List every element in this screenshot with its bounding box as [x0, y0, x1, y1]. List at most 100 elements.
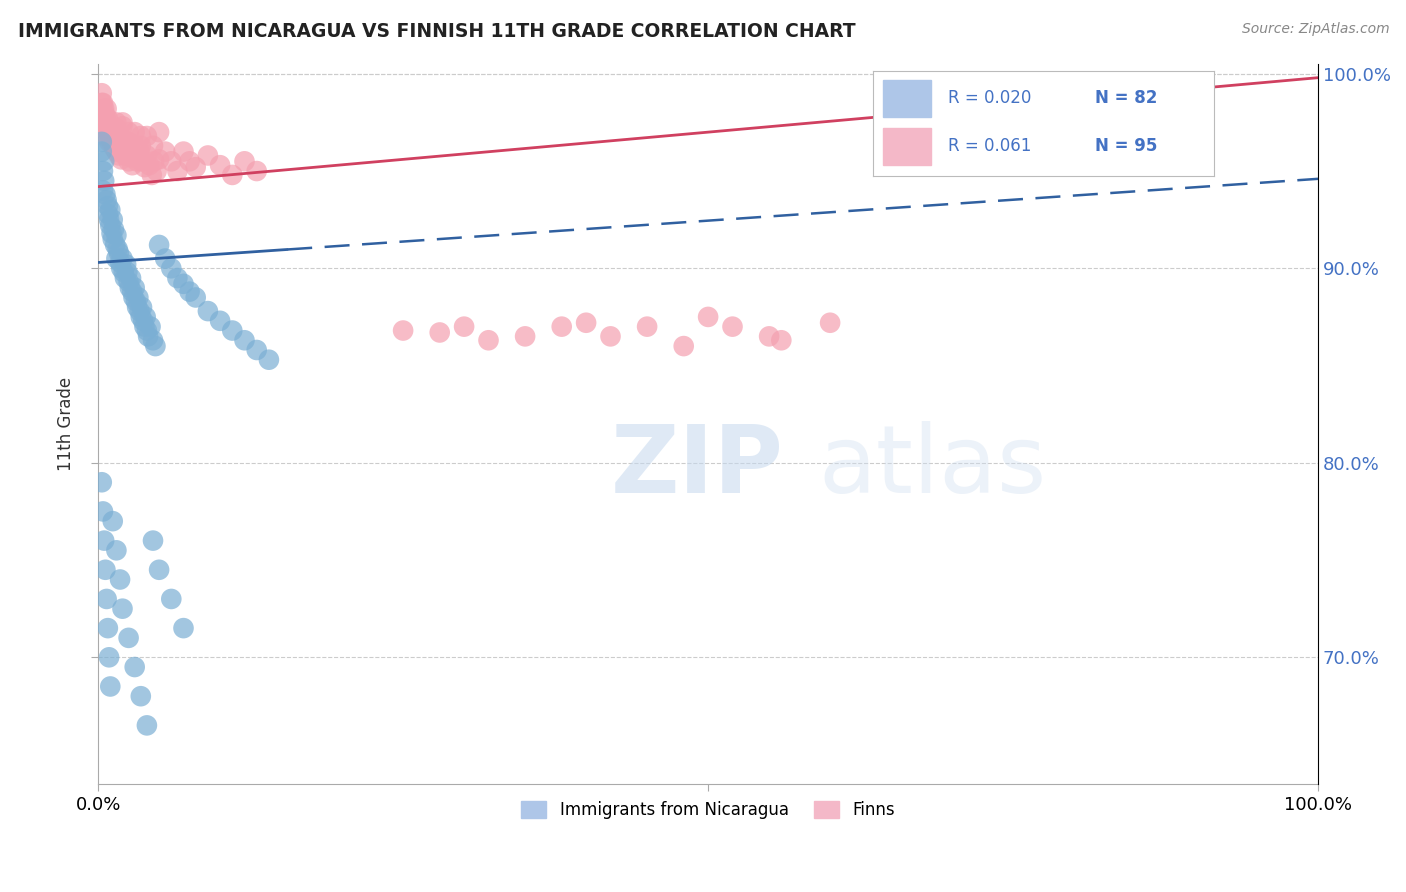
- Point: [111, 115, 134, 129]
- Point: [98, 125, 121, 139]
- Point: [135, 310, 157, 324]
- Point: [100, 227, 122, 241]
- Point: [672, 339, 695, 353]
- Point: [94, 187, 117, 202]
- Point: [758, 329, 780, 343]
- Point: [125, 294, 148, 309]
- Point: [575, 316, 598, 330]
- Point: [145, 339, 167, 353]
- Point: [636, 319, 658, 334]
- Point: [209, 314, 232, 328]
- Point: [233, 154, 256, 169]
- Point: [145, 164, 167, 178]
- Point: [101, 232, 124, 246]
- Point: [135, 324, 157, 338]
- Point: [91, 110, 114, 124]
- Point: [98, 131, 121, 145]
- Point: [233, 333, 256, 347]
- Point: [117, 631, 139, 645]
- Point: [97, 621, 120, 635]
- Point: [148, 125, 170, 139]
- Point: [117, 125, 139, 139]
- Point: [124, 281, 146, 295]
- Point: [453, 319, 475, 334]
- Point: [257, 352, 280, 367]
- Point: [97, 121, 120, 136]
- Point: [142, 138, 165, 153]
- Point: [96, 102, 118, 116]
- Point: [148, 238, 170, 252]
- Point: [108, 141, 131, 155]
- Point: [148, 563, 170, 577]
- Point: [160, 154, 183, 169]
- Point: [139, 319, 162, 334]
- Point: [94, 110, 117, 124]
- Point: [599, 329, 621, 343]
- Point: [179, 285, 201, 299]
- Point: [142, 333, 165, 347]
- Text: IMMIGRANTS FROM NICARAGUA VS FINNISH 11TH GRADE CORRELATION CHART: IMMIGRANTS FROM NICARAGUA VS FINNISH 11T…: [18, 22, 856, 41]
- Point: [392, 324, 415, 338]
- Point: [477, 333, 499, 347]
- Point: [108, 128, 131, 143]
- Point: [135, 718, 157, 732]
- Point: [90, 87, 112, 101]
- Point: [98, 212, 121, 227]
- Point: [153, 252, 176, 266]
- Point: [142, 533, 165, 548]
- Point: [90, 475, 112, 490]
- Point: [136, 329, 159, 343]
- Point: [91, 164, 114, 178]
- Point: [131, 300, 153, 314]
- Point: [101, 514, 124, 528]
- Point: [98, 219, 121, 233]
- Point: [117, 265, 139, 279]
- Text: ZIP: ZIP: [610, 421, 783, 513]
- Point: [179, 154, 201, 169]
- Point: [97, 199, 120, 213]
- Point: [101, 131, 124, 145]
- Point: [118, 281, 141, 295]
- Point: [143, 154, 166, 169]
- Point: [110, 261, 132, 276]
- Point: [551, 319, 574, 334]
- Point: [108, 131, 131, 145]
- Point: [513, 329, 536, 343]
- Point: [117, 154, 139, 169]
- Point: [93, 533, 115, 548]
- Point: [114, 271, 136, 285]
- Point: [166, 164, 188, 178]
- Point: [96, 115, 118, 129]
- Point: [121, 158, 143, 172]
- Point: [127, 290, 149, 304]
- Point: [124, 138, 146, 153]
- Point: [101, 125, 124, 139]
- Point: [94, 128, 117, 143]
- Point: [697, 310, 720, 324]
- Point: [124, 148, 146, 162]
- Point: [246, 164, 269, 178]
- Point: [129, 690, 152, 704]
- Point: [93, 105, 115, 120]
- Point: [108, 245, 131, 260]
- Point: [160, 261, 183, 276]
- Point: [148, 153, 170, 167]
- Point: [91, 120, 114, 134]
- Point: [117, 135, 139, 149]
- Point: [173, 621, 195, 635]
- Point: [103, 141, 125, 155]
- Point: [91, 504, 114, 518]
- Y-axis label: 11th Grade: 11th Grade: [58, 376, 75, 471]
- Text: atlas: atlas: [818, 421, 1046, 513]
- Point: [197, 148, 219, 162]
- Point: [138, 158, 160, 172]
- Point: [107, 135, 129, 149]
- Point: [135, 128, 157, 143]
- Point: [127, 154, 149, 169]
- Point: [100, 135, 122, 149]
- Point: [94, 115, 117, 129]
- Point: [135, 148, 157, 162]
- Point: [93, 102, 115, 116]
- Point: [111, 601, 134, 615]
- Point: [105, 121, 128, 136]
